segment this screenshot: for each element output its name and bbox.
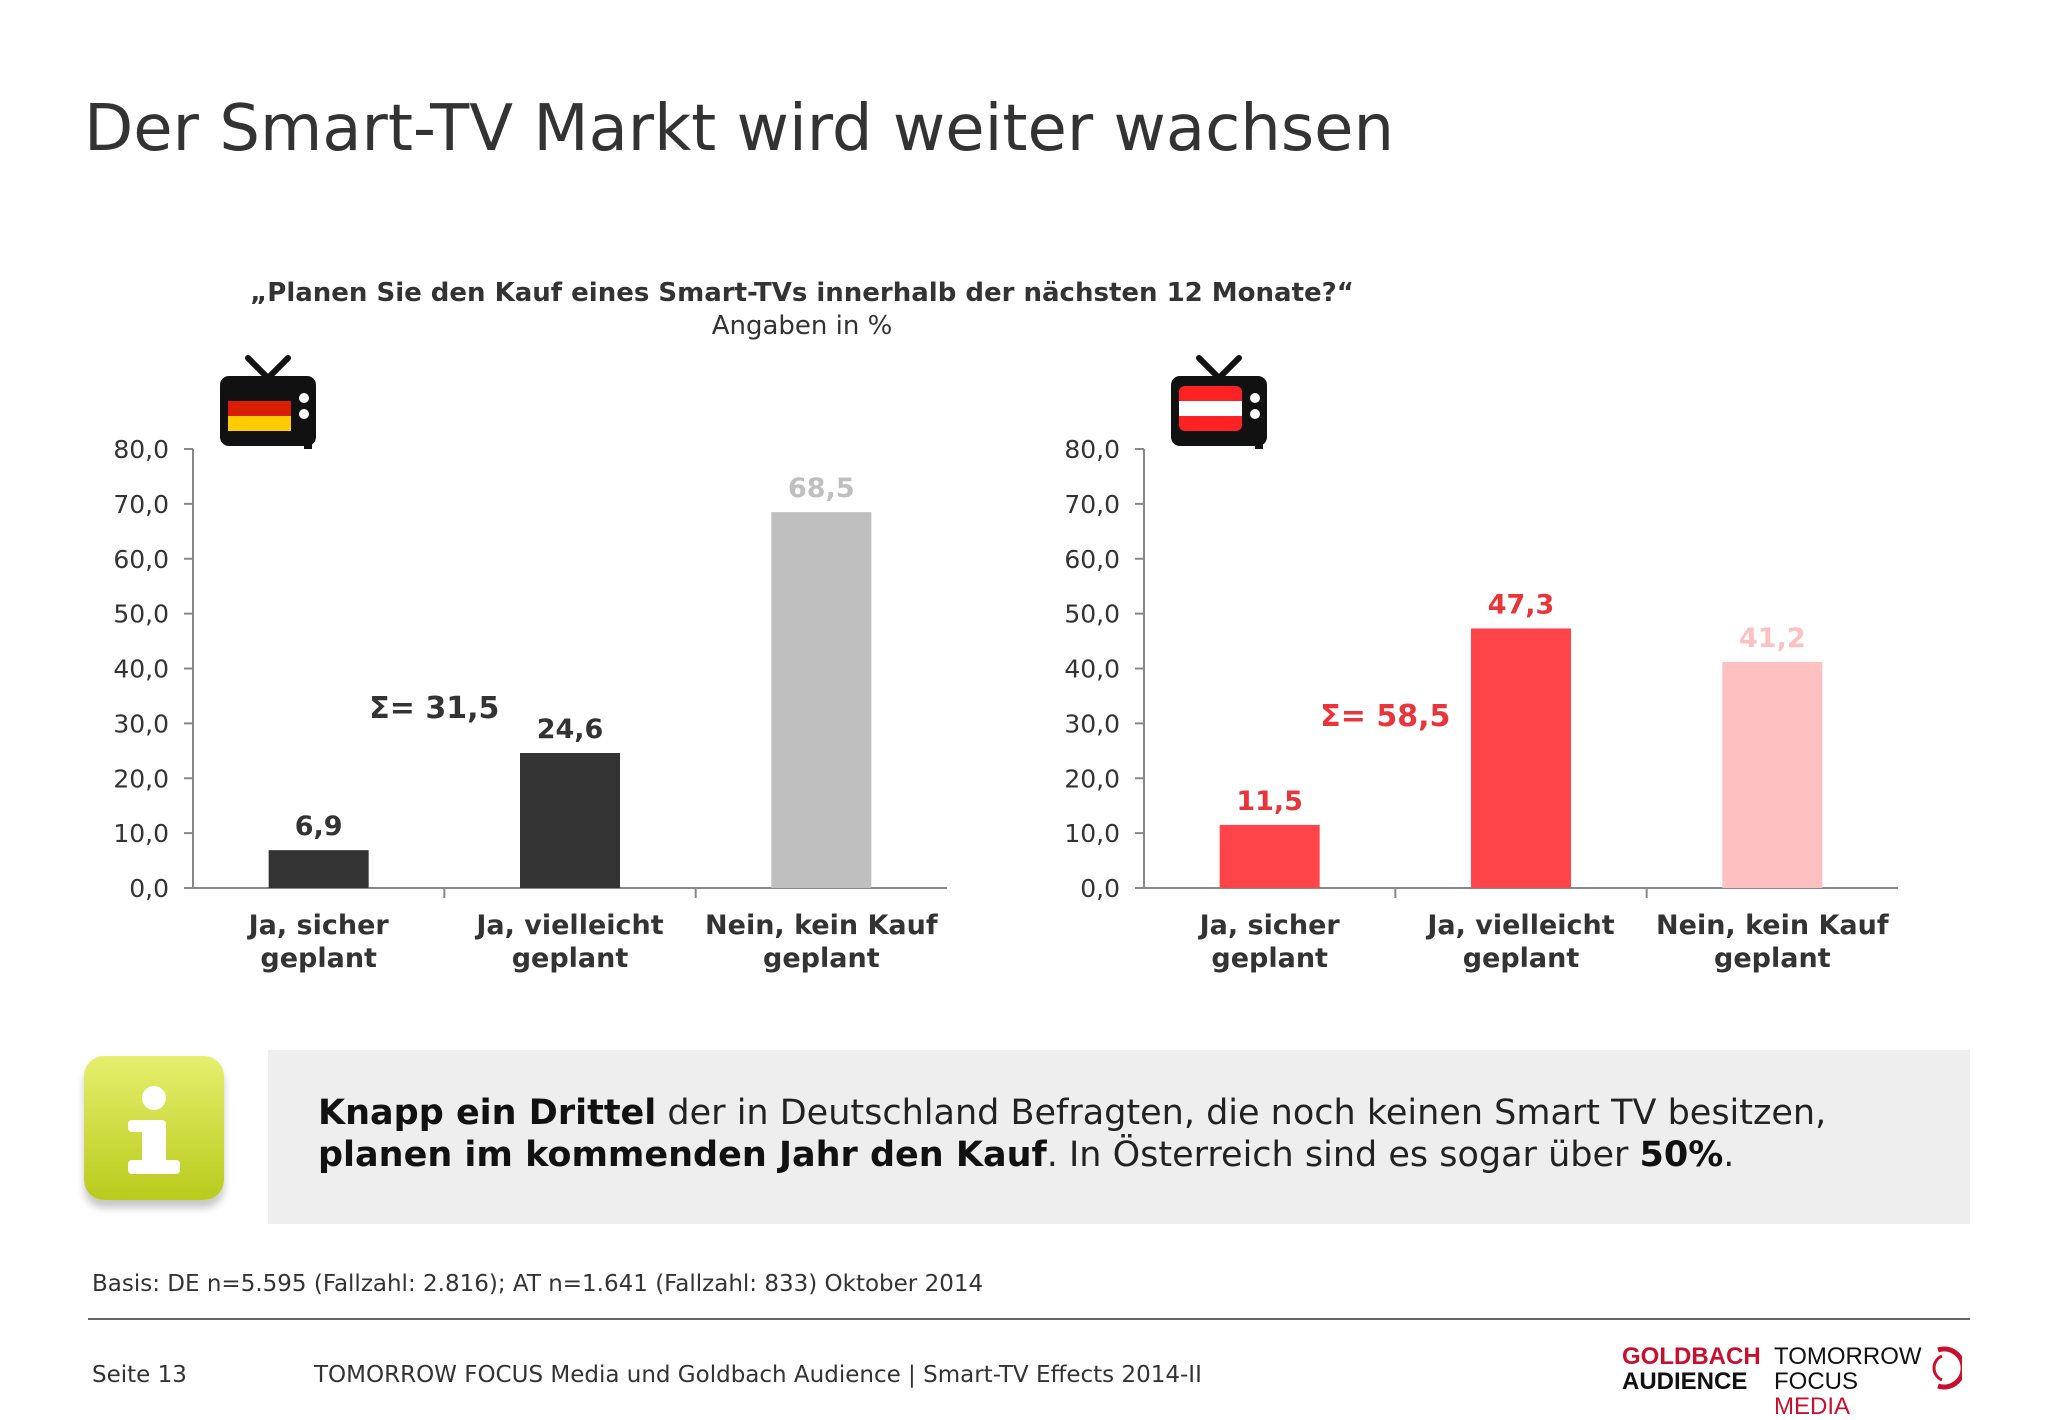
de-value-label: 6,9	[295, 811, 343, 842]
de-category-label: Ja, vielleicht	[474, 910, 663, 941]
at-country-icon	[1171, 355, 1267, 449]
tomorrow-logo-line1: TOMORROW	[1774, 1343, 1922, 1370]
de-category-label: geplant	[763, 943, 880, 974]
info-text-2: . In Österreich sind es sogar über	[1046, 1135, 1640, 1175]
info-text-3: .	[1723, 1135, 1735, 1175]
info-icon	[84, 1056, 224, 1200]
info-highlight-3: 50%	[1639, 1135, 1724, 1175]
tomorrow-focus-media-logo: TOMORROW FOCUS MEDIA	[1774, 1344, 1934, 1419]
de-category-label: Ja, sicher	[247, 910, 390, 941]
survey-question: „Planen Sie den Kauf eines Smart-TVs inn…	[250, 278, 1354, 308]
de-y-tick-label: 40,0	[113, 655, 169, 684]
de-bar	[520, 753, 620, 888]
at-bar	[1219, 824, 1320, 888]
at-category-label: Nein, kein Kauf	[1656, 910, 1889, 941]
footer-text: TOMORROW FOCUS Media und Goldbach Audien…	[314, 1362, 1202, 1388]
at-bar	[1722, 661, 1823, 888]
tomorrow-logo-focus: FOCUS	[1774, 1368, 1858, 1395]
at-value-label: 41,2	[1739, 623, 1806, 654]
info-text-1: der in Deutschland Befragten, die noch k…	[656, 1093, 1827, 1133]
at-value-label: 11,5	[1236, 786, 1303, 817]
at-y-tick-label: 70,0	[1064, 490, 1120, 519]
de-y-tick-label: 70,0	[113, 490, 169, 519]
de-value-label: 24,6	[537, 714, 604, 745]
tomorrow-logo-media: MEDIA	[1774, 1393, 1851, 1420]
at-y-tick-label: 30,0	[1064, 709, 1120, 738]
de-y-tick-label: 10,0	[113, 819, 169, 848]
info-highlight-2: planen im kommenden Jahr den Kauf	[318, 1135, 1047, 1175]
de-bar	[268, 850, 369, 888]
basis-note: Basis: DE n=5.595 (Fallzahl: 2.816); AT …	[92, 1271, 984, 1297]
at-category-label: geplant	[1714, 943, 1831, 974]
de-category-label: geplant	[512, 943, 629, 974]
germany-bar-chart: 0,0 10,0 20,0 30,0 40,0 50,0 60,0 70,0 80,0 6,9 Ja…	[113, 355, 947, 974]
at-category-label: geplant	[1211, 943, 1328, 974]
de-y-tick-label: 0,0	[129, 874, 169, 903]
at-bar	[1471, 628, 1571, 888]
de-y-tick-label: 60,0	[113, 545, 169, 574]
at-y-tick-label: 40,0	[1064, 655, 1120, 684]
at-sum-label: Σ= 58,5	[1320, 699, 1450, 734]
page-number: Seite 13	[92, 1362, 187, 1388]
at-y-tick-label: 60,0	[1064, 545, 1120, 574]
austria-bar-chart: 0,0 10,0 20,0 30,0 40,0 50,0 60,0 70,0 80,0 11,5 J…	[1064, 355, 1898, 974]
info-highlight-1: Knapp ein Drittel	[318, 1093, 657, 1133]
de-y-tick-label: 30,0	[113, 709, 169, 738]
at-category-label: Ja, sicher	[1198, 910, 1341, 941]
tomorrow-ring-icon	[1932, 1346, 1962, 1390]
unit-label: Angaben in %	[711, 311, 893, 341]
at-y-tick-label: 20,0	[1064, 764, 1120, 793]
at-category-label: Ja, vielleicht	[1425, 910, 1614, 941]
at-value-label: 47,3	[1488, 589, 1555, 620]
at-y-tick-label: 50,0	[1064, 600, 1120, 629]
at-y-tick-label: 0,0	[1080, 874, 1120, 903]
tomorrow-logo-line2: FOCUS MEDIA	[1774, 1369, 1934, 1419]
footer-divider	[88, 1318, 1970, 1320]
at-category-label: geplant	[1463, 943, 1580, 974]
at-y-tick-label: 80,0	[1064, 435, 1120, 464]
at-y-tick-label: 10,0	[1064, 819, 1120, 848]
goldbach-logo-line1: GOLDBACH	[1622, 1343, 1761, 1370]
de-y-tick-label: 80,0	[113, 435, 169, 464]
info-text: Knapp ein Drittel der in Deutschland Bef…	[318, 1092, 1918, 1176]
goldbach-logo-line2: AUDIENCE	[1622, 1368, 1748, 1395]
goldbach-audience-logo: GOLDBACH AUDIENCE	[1622, 1343, 1761, 1395]
de-sum-label: Σ= 31,5	[369, 691, 499, 726]
de-bar	[771, 512, 872, 888]
page-title: Der Smart-TV Markt wird weiter wachsen	[84, 92, 1395, 166]
de-value-label: 68,5	[788, 473, 855, 504]
de-y-tick-label: 20,0	[113, 764, 169, 793]
info-box: Knapp ein Drittel der in Deutschland Bef…	[268, 1050, 1970, 1224]
de-category-label: geplant	[260, 943, 377, 974]
de-country-icon	[220, 355, 316, 449]
de-category-label: Nein, kein Kauf	[705, 910, 938, 941]
de-y-tick-label: 50,0	[113, 600, 169, 629]
